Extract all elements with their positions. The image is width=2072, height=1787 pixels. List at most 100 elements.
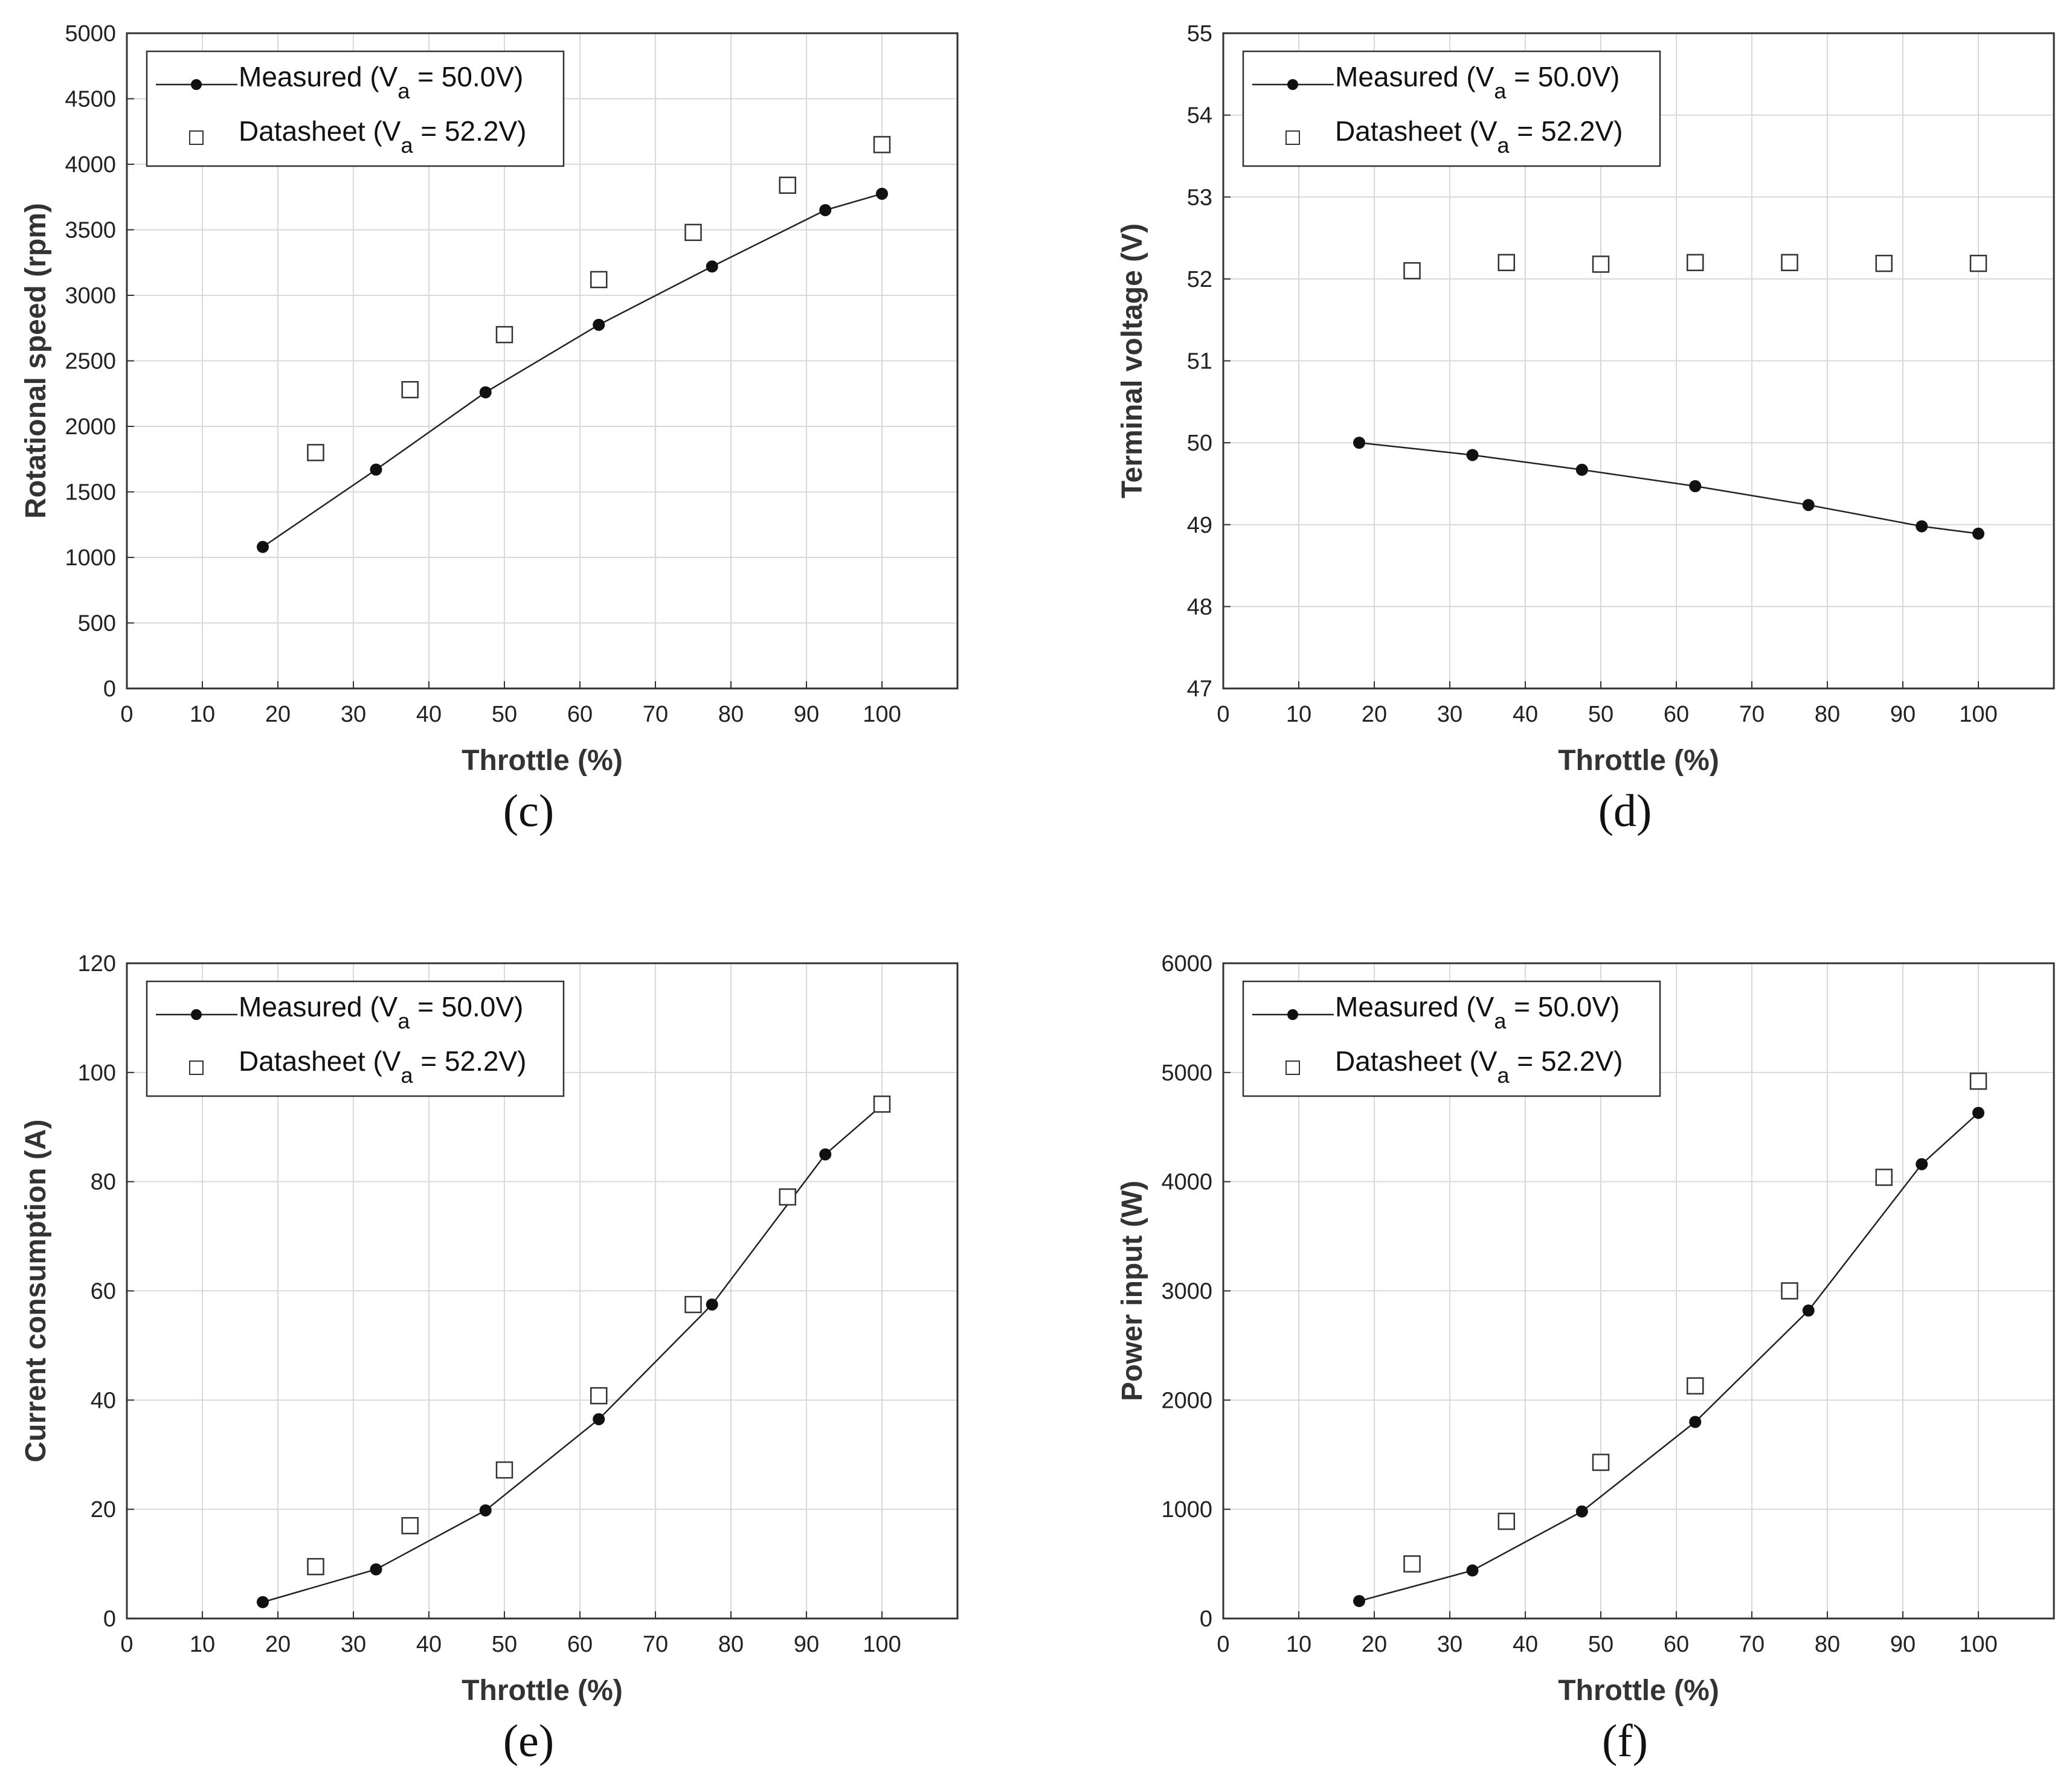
y-tick-label: 0	[103, 676, 116, 702]
legend-label-prefix: Datasheet (V	[1335, 115, 1498, 147]
y-tick-label: 0	[103, 1606, 116, 1632]
measured-point	[1802, 1304, 1815, 1317]
y-tick-label: 5000	[1161, 1060, 1212, 1086]
x-tick-label: 80	[718, 702, 744, 727]
x-tick-label: 0	[120, 1632, 133, 1657]
x-tick-label: 40	[1513, 1632, 1538, 1657]
datasheet-point	[1781, 1282, 1798, 1300]
legend-datasheet-marker	[189, 130, 204, 145]
measured-point	[1916, 520, 1928, 533]
x-axis-label: Throttle (%)	[462, 745, 623, 777]
y-tick-label: 20	[91, 1497, 116, 1522]
measured-point	[706, 260, 718, 273]
datasheet-point	[1498, 254, 1515, 271]
measured-point	[1466, 449, 1479, 461]
legend-label-suffix: = 52.2V)	[1510, 1045, 1623, 1077]
measured-series-line	[1359, 1112, 1979, 1602]
datasheet-point	[590, 271, 608, 289]
y-tick-label: 55	[1187, 21, 1212, 47]
y-tick-label: 1000	[65, 545, 116, 571]
y-tick-label: 2500	[65, 349, 116, 374]
x-tick-label: 60	[567, 702, 593, 727]
measured-point	[257, 541, 269, 553]
datasheet-point	[1969, 254, 1987, 272]
datasheet-point	[684, 1295, 702, 1314]
x-tick-label: 40	[416, 1632, 442, 1657]
x-tick-label: 10	[1286, 1632, 1311, 1657]
x-tick-label: 30	[341, 702, 366, 727]
datasheet-point	[684, 223, 702, 242]
y-tick-label: 3500	[65, 218, 116, 243]
x-tick-label: 70	[643, 702, 668, 727]
chart-panel-e: 0 10 20 30 40 50 60 70 80 90 100 0 20 40 60 80 100 120 Thr…	[20, 951, 959, 1707]
datasheet-point	[401, 380, 419, 399]
y-tick-label: 80	[91, 1170, 116, 1195]
measured-point	[1972, 527, 1984, 540]
measured-point	[1689, 480, 1702, 493]
datasheet-point	[1498, 1512, 1515, 1530]
legend-datasheet-marker	[189, 1060, 204, 1075]
datasheet-point	[873, 1096, 891, 1113]
datasheet-point	[495, 1461, 513, 1479]
y-axis-label: Current consumption (A)	[20, 1120, 52, 1463]
datasheet-point	[873, 136, 891, 153]
y-tick-label: 4000	[1161, 1170, 1212, 1195]
datasheet-point	[307, 1558, 324, 1576]
y-tick-label: 4500	[65, 87, 116, 112]
measured-point	[479, 1504, 492, 1516]
y-axis-label: Rotational speed (rpm)	[20, 203, 52, 519]
datasheet-point	[1687, 1377, 1704, 1395]
measured-point	[1916, 1158, 1928, 1170]
legend-label-suffix: = 50.0V)	[410, 61, 523, 92]
legend-datasheet-marker	[1285, 1060, 1300, 1075]
measured-point	[819, 204, 832, 216]
measured-point	[1689, 1416, 1702, 1428]
measured-point	[819, 1148, 832, 1161]
x-tick-label: 70	[1739, 702, 1765, 727]
x-tick-label: 80	[718, 1632, 744, 1657]
legend-label-prefix: Measured (V	[239, 61, 398, 92]
legend-label-measured: Measured (Va = 50.0V)	[239, 991, 523, 1033]
x-axis-label: Throttle (%)	[1558, 745, 1719, 777]
legend-measured-marker	[191, 79, 202, 90]
legend-datasheet-marker	[1285, 130, 1300, 145]
legend-box	[1242, 980, 1661, 1097]
y-tick-label: 100	[78, 1060, 116, 1086]
x-tick-label: 90	[1890, 1632, 1916, 1657]
y-tick-label: 1000	[1161, 1497, 1212, 1522]
x-tick-label: 60	[1664, 702, 1689, 727]
y-tick-label: 52	[1187, 267, 1212, 292]
x-tick-label: 90	[1890, 702, 1916, 727]
legend-label-subscript: a	[401, 133, 413, 158]
datasheet-point	[401, 1517, 419, 1535]
y-tick-label: 500	[78, 611, 116, 637]
measured-point	[706, 1298, 718, 1311]
chart-panel-d: 0 10 20 30 40 50 60 70 80 90 100 47 48 49 50 51 52 53 54 55…	[1116, 21, 2055, 777]
x-tick-label: 10	[1286, 702, 1311, 727]
x-tick-label: 60	[567, 1632, 593, 1657]
measured-point	[1353, 437, 1365, 449]
x-axis-label: Throttle (%)	[1558, 1675, 1719, 1707]
legend-label-prefix: Measured (V	[239, 991, 398, 1022]
y-tick-label: 1500	[65, 480, 116, 505]
y-axis-label: Terminal voltage (V)	[1116, 223, 1148, 498]
y-tick-label: 54	[1187, 103, 1212, 129]
measured-point	[257, 1596, 269, 1608]
legend-label-measured: Measured (Va = 50.0V)	[1335, 991, 1620, 1033]
y-tick-label: 48	[1187, 594, 1212, 620]
legend-label-prefix: Datasheet (V	[1335, 1045, 1498, 1077]
x-tick-label: 0	[1217, 702, 1229, 727]
legend-label-datasheet: Datasheet (Va = 52.2V)	[239, 1045, 526, 1088]
x-tick-label: 80	[1815, 702, 1840, 727]
measured-point	[479, 386, 492, 399]
chart-panel-c: 0 10 20 30 40 50 60 70 80 90 100050010001500200025…	[20, 21, 959, 777]
caption-c: (c)	[503, 786, 555, 836]
legend-label-subscript: a	[397, 79, 410, 103]
y-tick-label: 40	[91, 1388, 116, 1413]
measured-series-line	[262, 1105, 883, 1603]
x-tick-label: 90	[794, 702, 819, 727]
measured-point	[1972, 1106, 1984, 1119]
x-axis-label: Throttle (%)	[462, 1675, 623, 1707]
measured-point	[876, 187, 888, 200]
measured-point	[370, 463, 382, 476]
